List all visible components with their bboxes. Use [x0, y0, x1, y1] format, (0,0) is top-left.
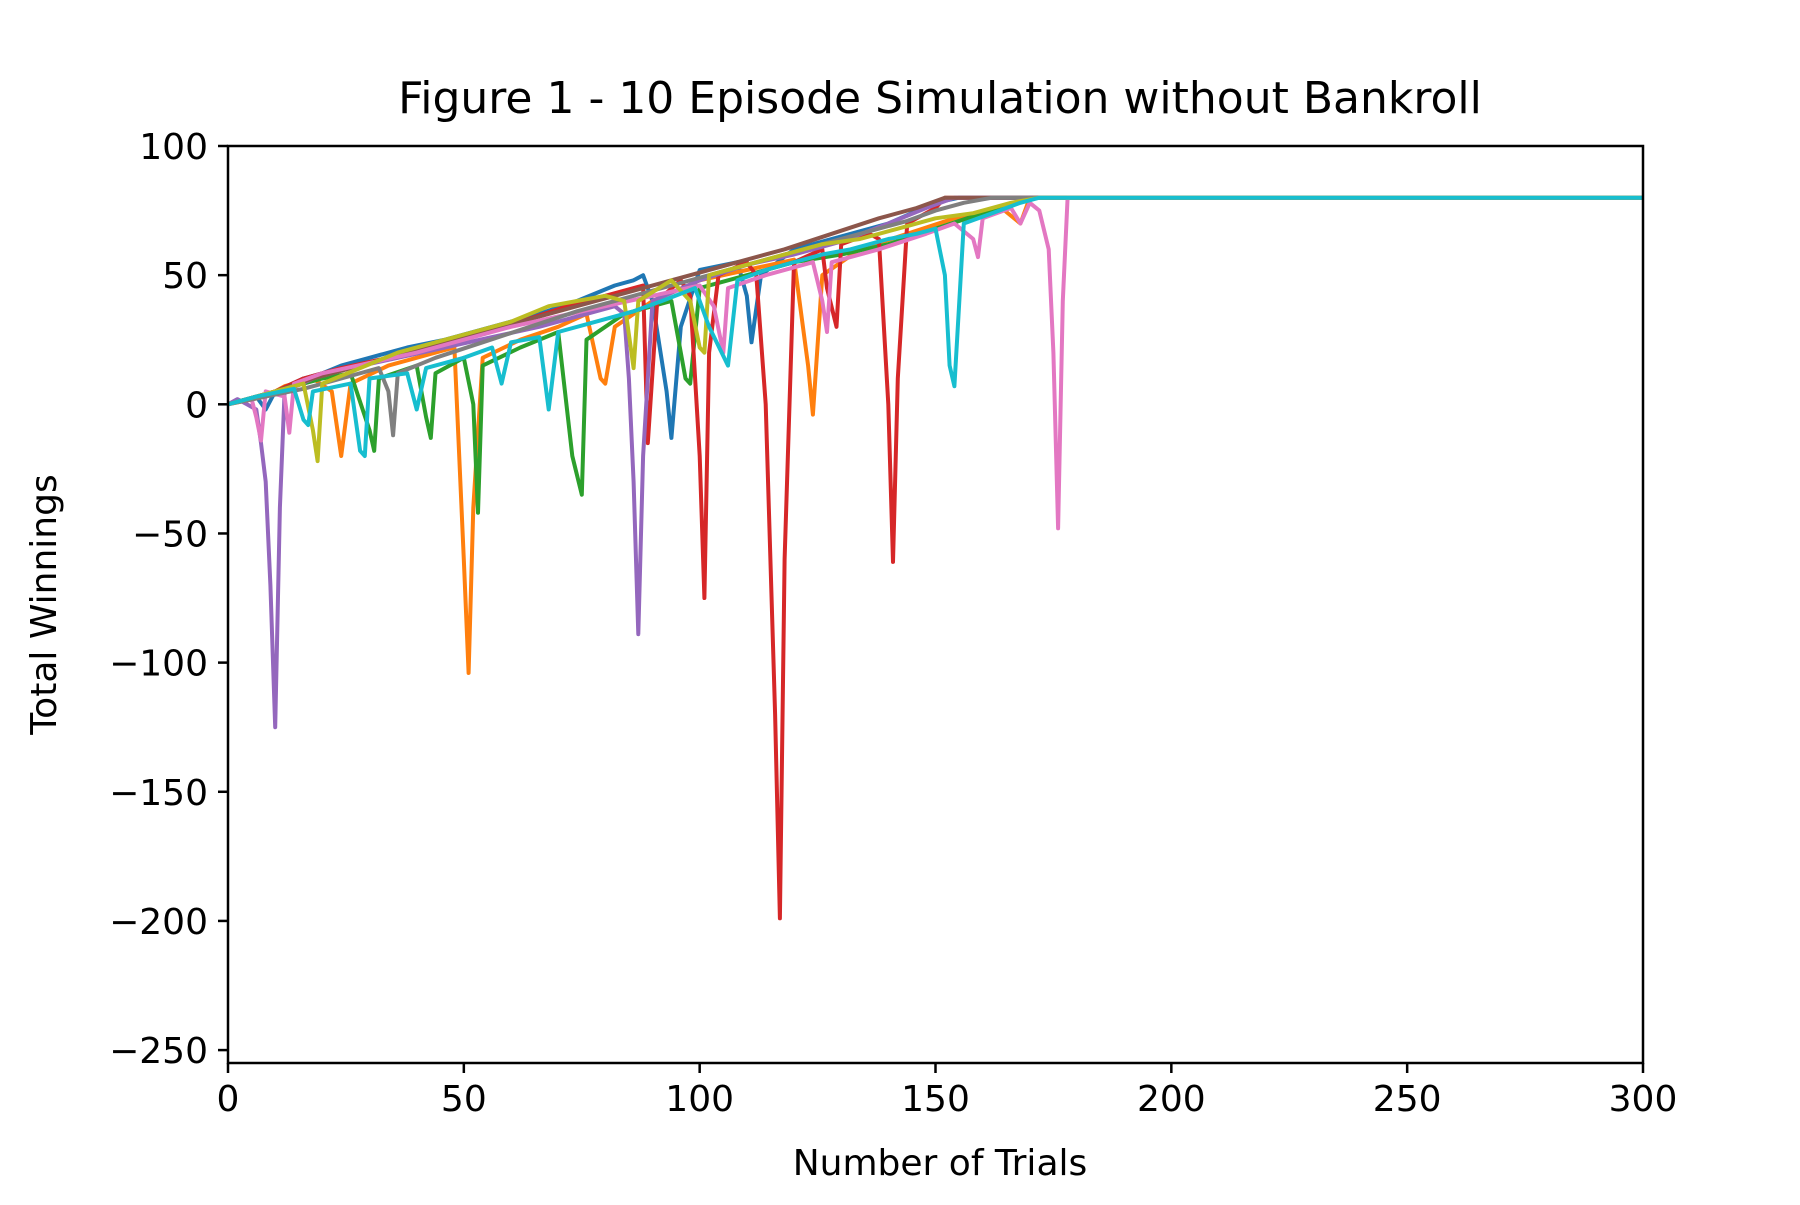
plot-frame — [226, 144, 1645, 1065]
x-axis-label: Number of Trials — [793, 1143, 1088, 1184]
series-line-7 — [228, 195, 1643, 531]
y-tick-label: −50 — [132, 514, 208, 555]
y-tick-label: 100 — [139, 127, 208, 168]
y-tick-label: −250 — [109, 1031, 208, 1072]
series-line-5 — [228, 195, 1643, 730]
x-tick-label: 0 — [217, 1079, 240, 1120]
x-tick-label: 100 — [665, 1079, 734, 1120]
series-layer — [228, 195, 1643, 921]
x-tick-label: 300 — [1609, 1079, 1678, 1120]
series-line-2 — [228, 195, 1643, 675]
series-line-10 — [228, 195, 1643, 458]
x-tick-label: 150 — [901, 1079, 970, 1120]
x-tick-label: 200 — [1137, 1079, 1206, 1120]
x-tick-label: 250 — [1373, 1079, 1442, 1120]
y-axis-label: Total Winnings — [24, 474, 65, 735]
series-line-9 — [228, 195, 1643, 464]
series-line-8 — [228, 195, 1643, 438]
chart-title: Figure 1 - 10 Episode Simulation without… — [398, 73, 1482, 124]
y-tick-label: −200 — [109, 902, 208, 943]
y-tick-label: 0 — [185, 385, 208, 426]
y-tick-label: −100 — [109, 644, 208, 685]
y-tick-label: 50 — [162, 256, 208, 297]
series-line-4 — [228, 195, 1643, 921]
axes-layer: 0 50 100 150 200 250 300 −250 −200 −150 −100 −50 0 50… — [109, 127, 1677, 1120]
y-tick-label: −150 — [109, 773, 208, 814]
x-tick-label: 50 — [441, 1079, 487, 1120]
